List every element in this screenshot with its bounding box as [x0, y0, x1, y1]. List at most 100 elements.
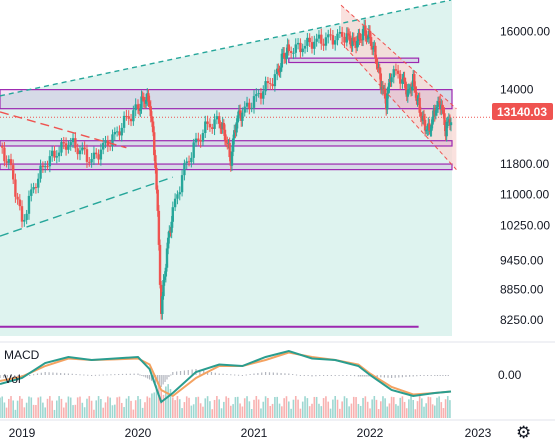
candle	[299, 38, 302, 59]
x-tick-label: 2021	[241, 426, 268, 440]
zone-2	[0, 163, 453, 171]
candle	[204, 115, 207, 138]
candle	[9, 153, 13, 171]
candle	[69, 137, 72, 151]
volume-bar	[332, 399, 334, 418]
macd-hist-bar	[412, 375, 414, 377]
macd-hist-bar	[52, 372, 54, 375]
candle	[53, 145, 56, 162]
volume-bar	[127, 396, 130, 418]
candle	[34, 183, 38, 194]
candle	[44, 161, 47, 173]
candle	[352, 32, 355, 46]
volume-bar	[325, 396, 327, 418]
macd-hist-bar	[218, 373, 220, 375]
macd-hist-bar	[261, 372, 263, 375]
volume-bar	[125, 398, 128, 418]
candle	[252, 90, 256, 114]
macd-hist-bar	[307, 375, 309, 376]
volume-bar	[37, 397, 40, 418]
macd-hist-bar	[423, 375, 425, 376]
macd-hist-bar	[430, 375, 432, 376]
volume-bar	[197, 396, 200, 418]
volume-bar	[32, 404, 35, 418]
y-tick-label: 16000.00	[500, 24, 550, 38]
x-tick-label: 2023	[465, 426, 492, 440]
candle	[331, 30, 335, 49]
candle	[388, 73, 391, 93]
volume-bar	[442, 408, 445, 418]
candle	[428, 118, 431, 135]
macd-hist-bar	[141, 375, 143, 376]
macd-hist-bar	[276, 372, 278, 375]
volume-bar	[114, 404, 116, 418]
macd-hist-bar	[40, 372, 42, 375]
volume-bar	[49, 396, 51, 418]
volume-bar	[10, 396, 12, 418]
volume-bar	[288, 401, 290, 418]
volume-bar	[250, 408, 253, 418]
candle	[23, 214, 26, 227]
volume-bar	[167, 384, 169, 418]
candle	[158, 239, 162, 289]
volume-bar	[192, 404, 195, 418]
volume-bar	[334, 396, 336, 418]
volume-bar	[297, 399, 299, 418]
volume-bar	[427, 396, 430, 418]
gear-icon[interactable]: ⚙	[516, 423, 531, 442]
volume-bar	[204, 398, 207, 418]
macd-hist-bar	[334, 375, 336, 376]
volume-bar	[19, 396, 21, 418]
volume-bar	[67, 396, 70, 418]
candle	[446, 116, 449, 129]
macd-hist-bar	[210, 372, 213, 375]
volume-bar	[425, 403, 427, 418]
volume-bar	[46, 398, 49, 418]
volume-bar	[190, 405, 193, 418]
candle	[14, 173, 17, 203]
macd-hist-bar	[323, 375, 325, 376]
volume-bar	[308, 406, 311, 418]
volume-bar	[348, 406, 350, 418]
volume-bar	[423, 406, 425, 418]
candle	[30, 183, 33, 202]
candle	[111, 129, 114, 152]
candle	[445, 117, 448, 142]
y-tick-label: 11000.00	[500, 188, 549, 202]
volume-bar	[109, 397, 111, 418]
volume-bar	[267, 397, 269, 418]
last-price-label: 13140.03	[497, 105, 547, 119]
macd-hist-bar	[299, 375, 301, 376]
candle	[55, 150, 58, 164]
volume-bar	[148, 397, 151, 418]
candle	[18, 194, 21, 211]
macd-label: MACD	[4, 348, 40, 362]
volume-bar	[401, 396, 404, 418]
volume-bar	[153, 392, 156, 418]
candle	[334, 35, 337, 51]
macd-hist-bar	[419, 375, 421, 376]
macd-hist-bar	[442, 375, 444, 376]
volume-bar	[315, 396, 318, 418]
candle	[199, 134, 202, 148]
candle	[122, 111, 126, 133]
macd-hist-bar	[71, 373, 73, 375]
macd-hist-bar	[319, 375, 321, 376]
macd-hist-bar	[56, 372, 58, 375]
candle	[273, 69, 277, 92]
volume-bar	[364, 396, 367, 418]
candle	[390, 73, 393, 87]
volume-bar	[294, 396, 297, 418]
zone-0	[0, 89, 453, 110]
signal-line	[0, 351, 452, 398]
y-tick-label: 14000	[500, 83, 534, 97]
candle	[99, 143, 103, 166]
candle	[211, 123, 214, 134]
macd-hist-bar	[6, 375, 8, 378]
volume-bar	[174, 400, 176, 418]
macd-hist-bar	[222, 373, 224, 375]
volume-bar	[23, 407, 26, 418]
macd-hist-bar	[383, 375, 385, 378]
